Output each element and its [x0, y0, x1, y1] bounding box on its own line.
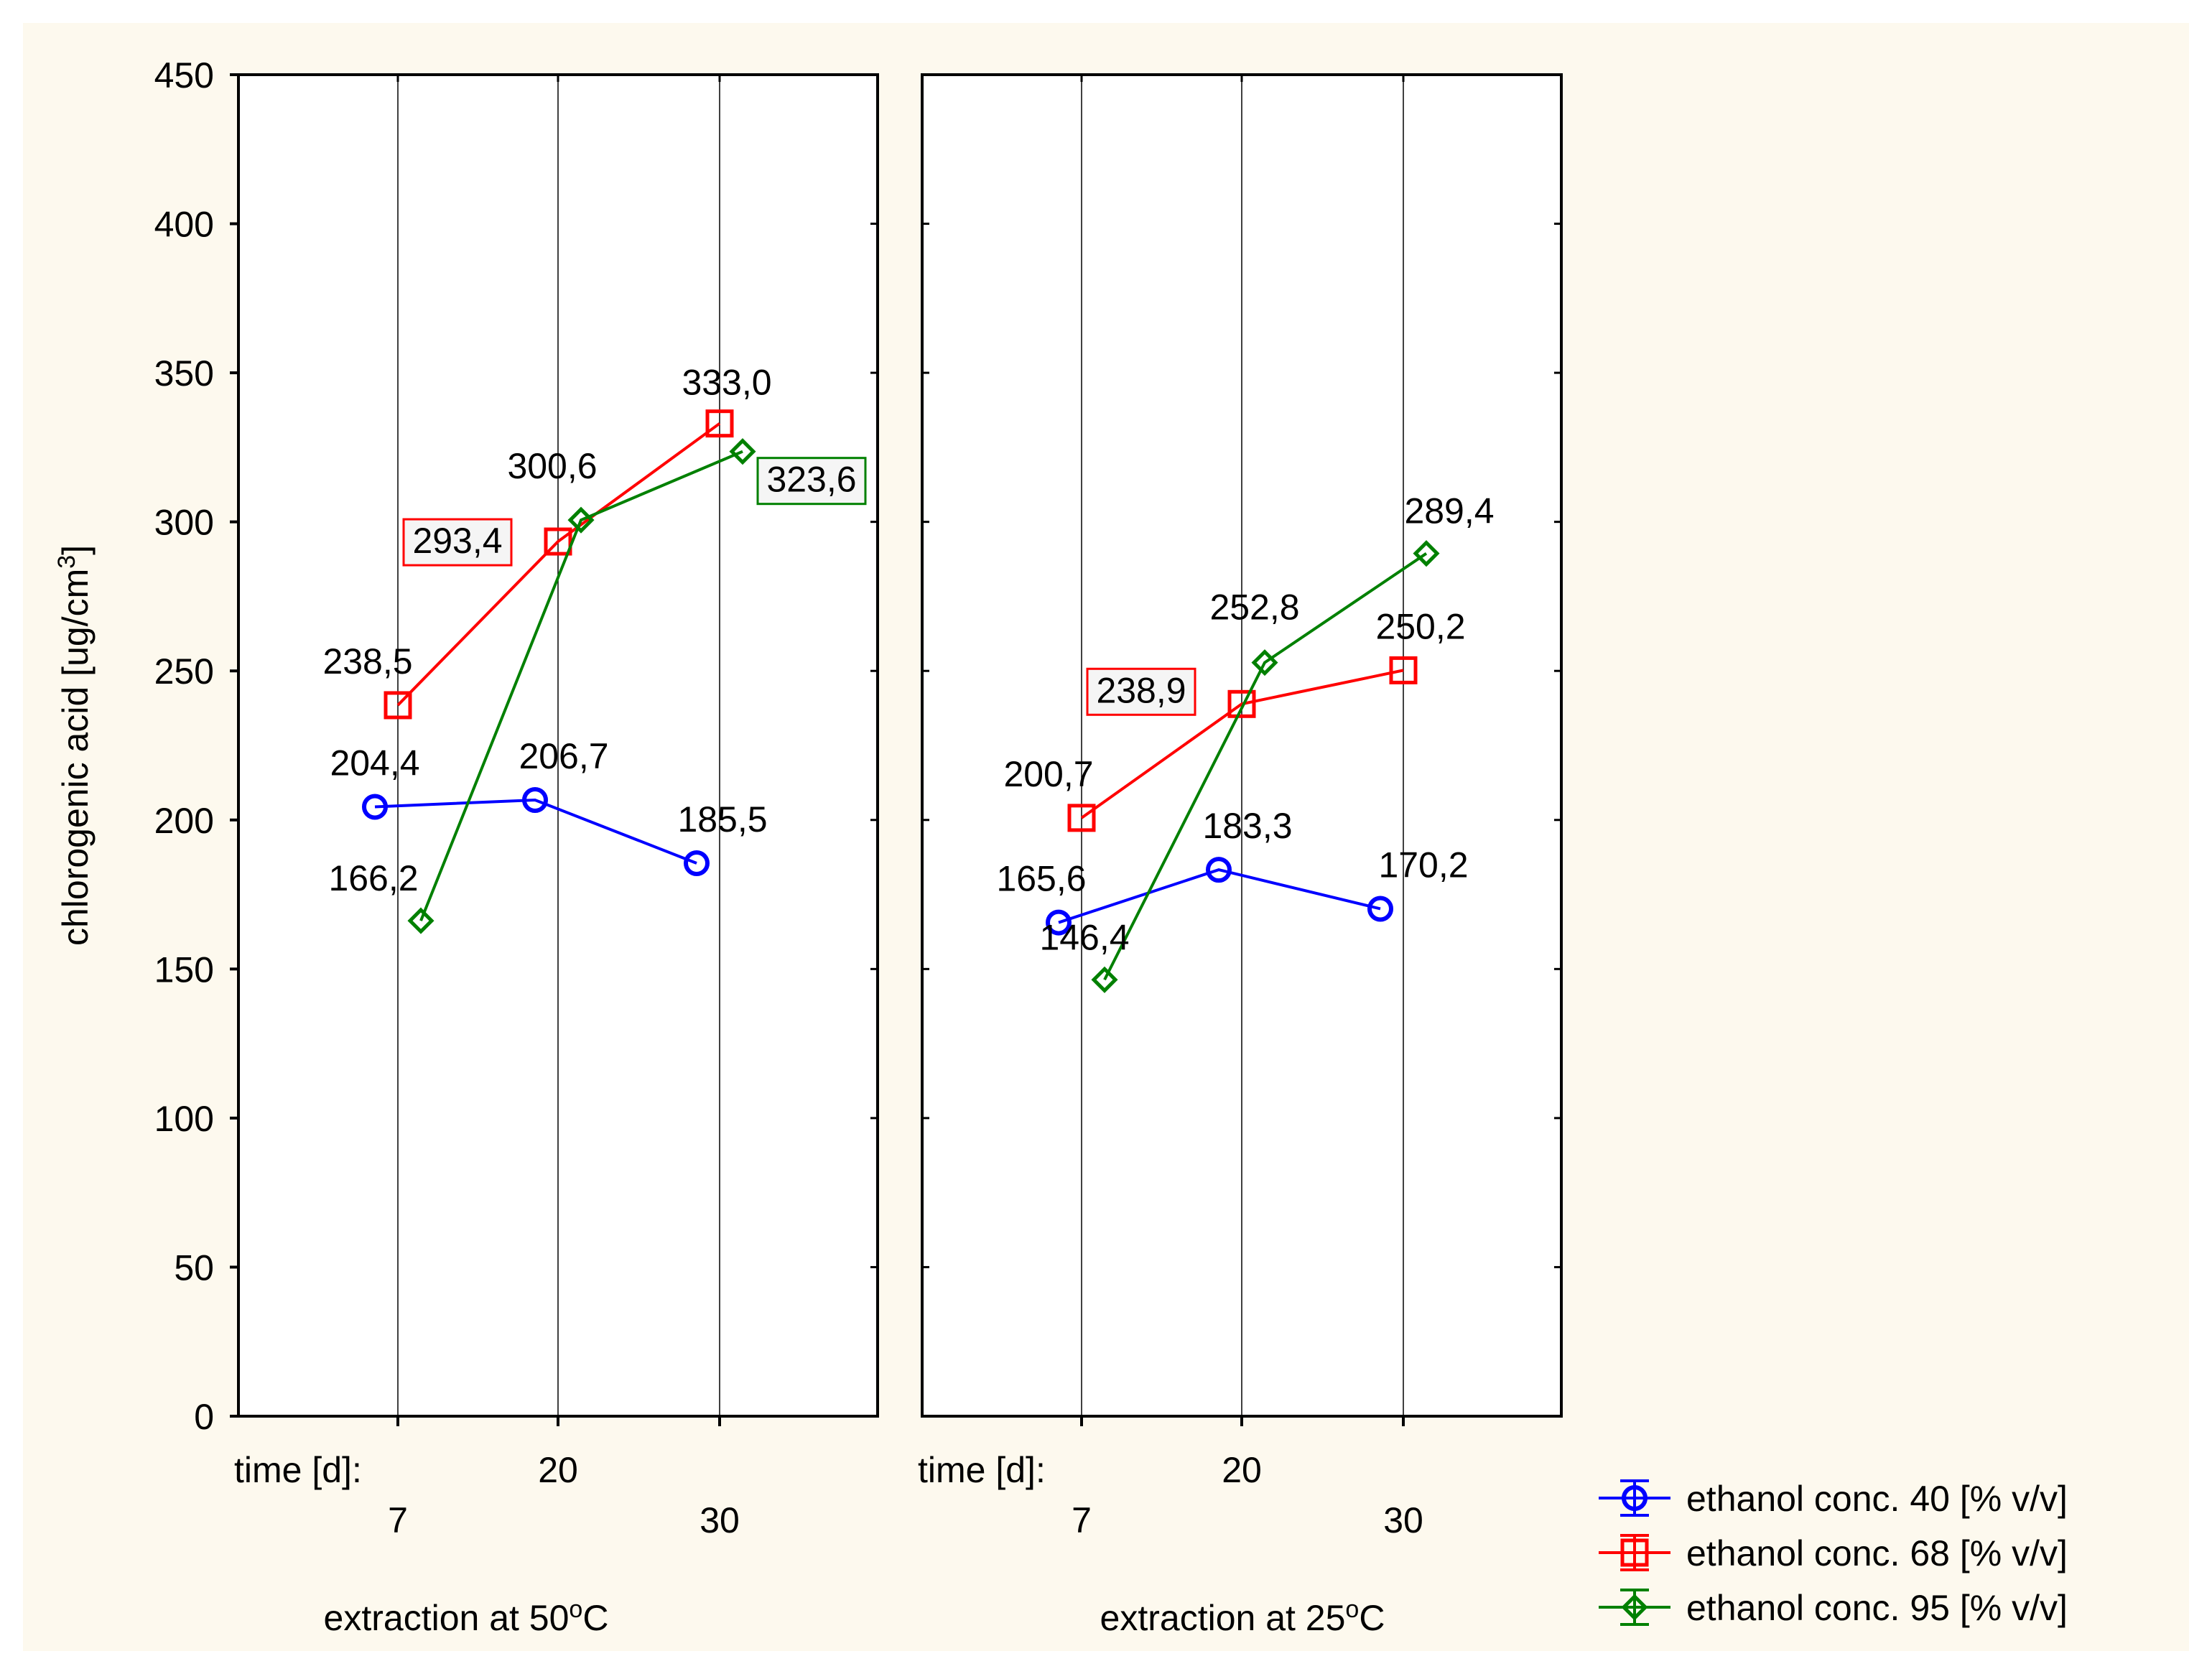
panel-50c-title-end: C	[582, 1598, 608, 1638]
series-line	[1103, 552, 1428, 981]
y-axis: 0 50 100 150 200 250 300 350 400 450	[154, 55, 1561, 1437]
x-tick-label: 20	[538, 1450, 578, 1490]
legend: ethanol conc. 40 [% v/v] ethanol conc. 68…	[1599, 1479, 2068, 1628]
data-point	[522, 786, 548, 813]
data-label: 166,2	[328, 858, 418, 898]
data-label: 238,9	[1096, 670, 1186, 710]
data-point	[1067, 804, 1096, 832]
data-label-box	[756, 457, 867, 506]
y-tick-label: 400	[154, 205, 214, 245]
data-point	[567, 506, 595, 534]
panel-50c-title: extraction at 50oC	[324, 1596, 609, 1638]
data-point	[1389, 656, 1418, 684]
y-axis-label-text: chlorogenic acid [ug/cm	[55, 569, 96, 946]
data-point	[684, 850, 710, 876]
legend-marker	[1621, 1594, 1648, 1621]
series-line	[419, 450, 743, 921]
data-point	[1413, 540, 1440, 567]
x-tick-label: 20	[1222, 1450, 1262, 1490]
legend-marker	[1620, 1538, 1649, 1567]
legend-label: ethanol conc. 40 [% v/v]	[1686, 1479, 2068, 1519]
y-tick-label: 250	[154, 651, 214, 692]
y-axis-label-end: ]	[55, 545, 96, 555]
series-2-panel-0: 166,2 300,6 323,6	[328, 438, 867, 934]
legend-label: ethanol conc. 68 [% v/v]	[1686, 1533, 2068, 1573]
series-marks: 7 20 30 7 20 30 204,4 206,7 185,5 238,5 293,4 333,0…	[322, 75, 1495, 1540]
y-tick-label: 300	[154, 503, 214, 543]
data-label-box	[1086, 667, 1196, 716]
x-prefix-left: time [d]:	[234, 1450, 362, 1490]
data-label-box	[402, 518, 513, 567]
data-label: 323,6	[766, 460, 856, 500]
data-point	[705, 409, 734, 438]
data-point	[1367, 896, 1393, 922]
x-tick-label: 30	[1383, 1500, 1423, 1540]
series-line	[396, 422, 721, 707]
legend-label: ethanol conc. 95 [% v/v]	[1686, 1588, 2068, 1628]
series-line	[1080, 669, 1404, 819]
data-label: 200,7	[1003, 754, 1093, 794]
legend-item-1: ethanol conc. 68 [% v/v]	[1599, 1533, 2068, 1573]
series-0-panel-1: 165,6 183,3 170,2	[996, 806, 1469, 936]
panel-50c-title-sup: o	[569, 1596, 582, 1623]
data-label: 185,5	[677, 799, 767, 840]
y-axis-label: chlorogenic acid [ug/cm3]	[53, 545, 96, 946]
y-axis-label-sup: 3	[53, 555, 80, 569]
series-0-panel-0: 204,4 206,7 185,5	[330, 736, 768, 876]
y-tick-label: 150	[154, 949, 214, 990]
data-point	[1091, 966, 1118, 993]
legend-marker	[1622, 1485, 1648, 1511]
y-tick-label: 50	[174, 1247, 214, 1288]
data-label: 252,8	[1209, 587, 1299, 628]
y-tick-label: 100	[154, 1099, 214, 1139]
data-label: 146,4	[1039, 917, 1129, 957]
data-point	[1206, 857, 1232, 883]
data-label: 170,2	[1378, 845, 1468, 885]
data-label: 293,4	[412, 521, 502, 561]
data-point	[544, 527, 572, 556]
legend-item-2: ethanol conc. 95 [% v/v]	[1599, 1588, 2068, 1628]
data-point	[384, 691, 412, 720]
y-tick-label: 450	[154, 55, 214, 96]
x-tick-label: 7	[388, 1500, 408, 1540]
x-tick-label: 30	[700, 1500, 740, 1540]
panel-25c-title: extraction at 25oC	[1100, 1596, 1385, 1638]
series-1-panel-1: 200,7 238,9 250,2	[1003, 606, 1466, 832]
series-1-panel-0: 238,5 293,4 333,0	[322, 363, 772, 720]
data-point	[1227, 689, 1256, 718]
data-label: 206,7	[519, 736, 608, 776]
panel-25c-title-text: extraction at 25	[1100, 1598, 1346, 1638]
panel-50c-title-text: extraction at 50	[324, 1598, 570, 1638]
data-point	[407, 907, 434, 934]
data-label: 289,4	[1404, 491, 1494, 531]
y-tick-label: 350	[154, 353, 214, 394]
panel-25c-title-end: C	[1359, 1598, 1385, 1638]
legend-item-0: ethanol conc. 40 [% v/v]	[1599, 1479, 2068, 1519]
series-2-panel-1: 146,4 252,8 289,4	[1039, 491, 1495, 993]
x-prefix-right: time [d]:	[918, 1450, 1046, 1490]
panel-25c-title-sup: o	[1345, 1596, 1359, 1623]
y-tick-label: 200	[154, 801, 214, 841]
data-label: 165,6	[996, 859, 1086, 899]
series-line	[1058, 868, 1381, 924]
data-label: 333,0	[682, 363, 771, 403]
x-tick-label: 7	[1072, 1500, 1092, 1540]
series-line	[374, 798, 697, 865]
y-tick-label: 0	[194, 1397, 214, 1437]
data-label: 238,5	[322, 641, 412, 682]
data-label: 300,6	[507, 446, 597, 486]
data-point	[1251, 649, 1278, 676]
data-label: 250,2	[1375, 606, 1465, 646]
data-point	[1046, 909, 1072, 936]
data-point	[362, 794, 388, 820]
data-label: 183,3	[1202, 806, 1292, 846]
data-point	[729, 438, 756, 465]
data-label: 204,4	[330, 743, 419, 783]
